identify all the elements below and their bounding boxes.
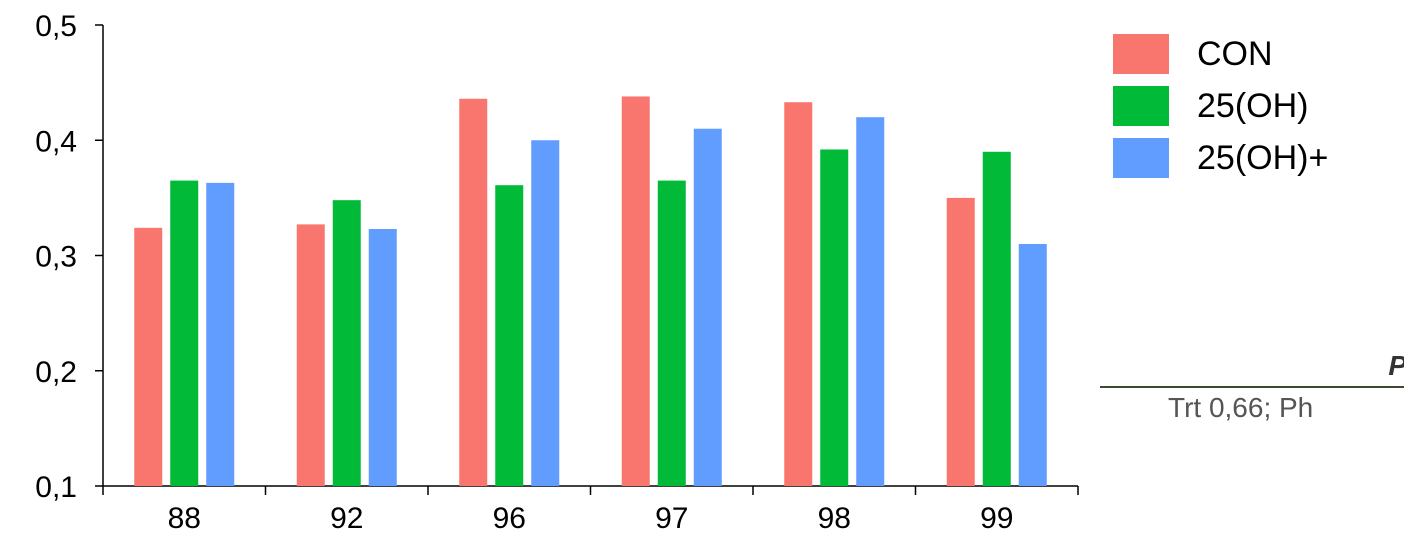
x-tick-label: 96 — [493, 502, 526, 535]
bar-25-oh-96 — [495, 185, 524, 486]
bar-con-97 — [621, 96, 650, 486]
bar-25-oh-97 — [693, 128, 722, 486]
legend-item-25oh-plus: 25(OH)+ — [1113, 132, 1328, 184]
bar-25-oh-99 — [1018, 243, 1047, 486]
bar-25-oh-98 — [856, 117, 885, 486]
legend-swatch-25oh — [1113, 86, 1169, 126]
legend-swatch-con — [1113, 34, 1169, 74]
bar-25-oh-92 — [368, 228, 397, 486]
legend-item-con: CON — [1113, 28, 1328, 80]
p-value-text: Trt 0,66; Ph — [1168, 392, 1314, 423]
bar-25-oh-88 — [206, 182, 235, 486]
bar-25-oh-98 — [820, 149, 849, 486]
bar-25-oh-97 — [657, 180, 686, 486]
y-axis: 0,1 0,2 0,3 0,4 0,5 — [35, 10, 104, 504]
y-tick-label: 0,2 — [35, 356, 77, 389]
bars-group — [134, 96, 1047, 486]
bar-con-98 — [784, 102, 813, 486]
bar-chart: 0,1 0,2 0,3 0,4 0,5 88 92 96 97 98 99 — [35, 10, 1079, 535]
x-tick-label: 88 — [168, 502, 201, 535]
x-tick-label: 97 — [655, 502, 688, 535]
y-tick-label: 0,3 — [35, 241, 77, 274]
y-tick-label: 0,1 — [35, 471, 77, 504]
p-value-rule — [1100, 386, 1404, 388]
legend-label-25oh-plus: 25(OH)+ — [1197, 138, 1329, 177]
p-value-header: P-v — [1100, 350, 1404, 382]
legend-item-25oh: 25(OH) — [1113, 80, 1328, 132]
x-tick-label: 99 — [980, 502, 1013, 535]
x-axis: 88 92 96 97 98 99 — [102, 485, 1079, 535]
bar-25-oh-88 — [170, 180, 199, 486]
bar-con-88 — [134, 227, 163, 486]
legend-swatch-25oh-plus — [1113, 138, 1169, 178]
y-tick-label: 0,4 — [35, 125, 77, 158]
bar-con-96 — [459, 98, 488, 486]
legend-label-25oh: 25(OH) — [1197, 86, 1309, 125]
bar-con-92 — [296, 224, 325, 486]
legend: CON 25(OH) 25(OH)+ — [1113, 28, 1328, 184]
bar-con-99 — [946, 197, 975, 486]
x-tick-label: 92 — [330, 502, 363, 535]
bar-25-oh-99 — [982, 151, 1011, 486]
p-value-annotation: P-v Trt 0,66; Ph — [1100, 350, 1404, 424]
y-tick-label: 0,5 — [35, 10, 77, 43]
bar-25-oh-92 — [332, 200, 361, 486]
x-tick-label: 98 — [818, 502, 851, 535]
bar-25-oh-96 — [531, 140, 560, 486]
legend-label-con: CON — [1197, 34, 1273, 73]
